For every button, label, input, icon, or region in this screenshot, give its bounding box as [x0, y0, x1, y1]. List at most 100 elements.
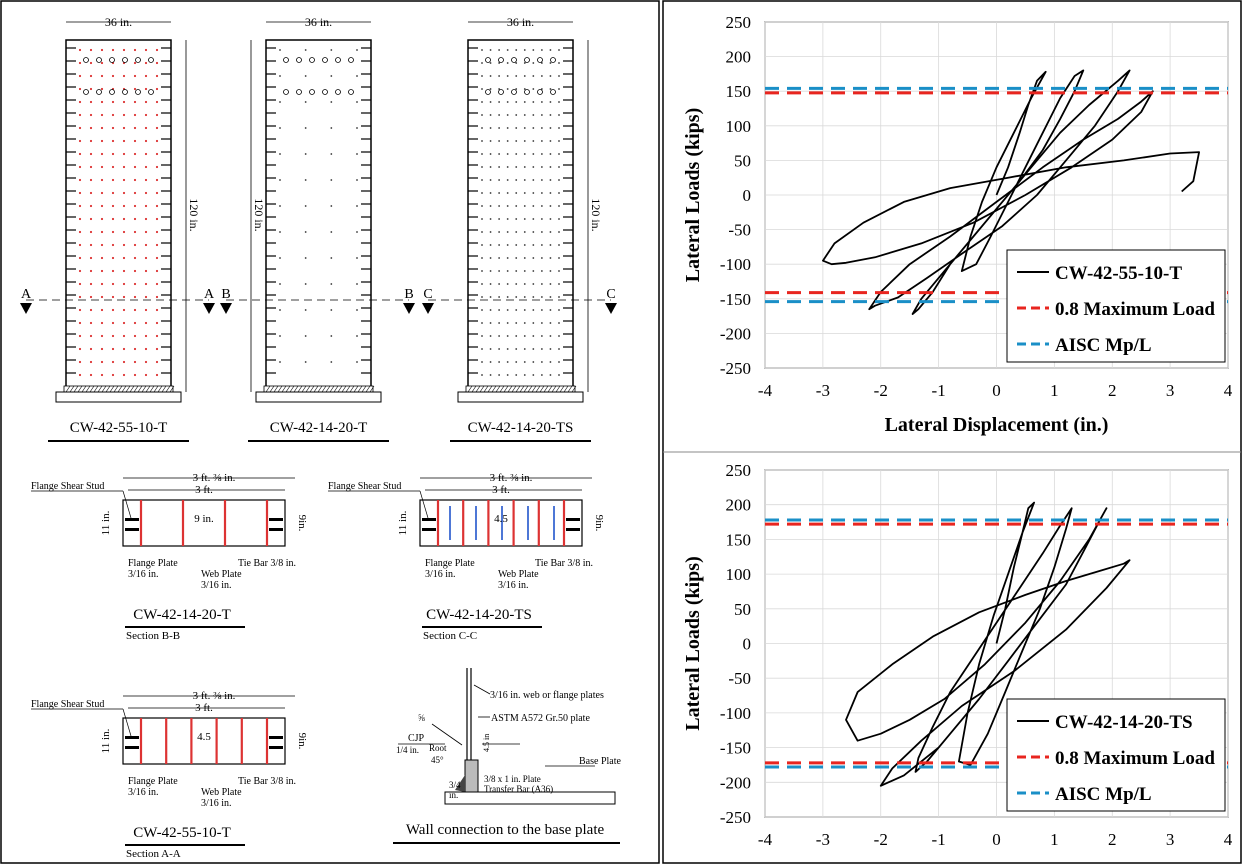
section-tie-label: Tie Bar 3/8 in. [238, 776, 296, 787]
y-tick-label: -200 [720, 773, 751, 792]
section-outer-dim: 3 ft. ⅜ in. [193, 472, 236, 484]
x-tick-label: 3 [1166, 381, 1175, 400]
elevation-height-label: 120 in. [589, 198, 603, 231]
hysteresis-series-line [845, 501, 1131, 787]
elevation-caption: CW-42-55-10-T [70, 420, 167, 436]
x-tick-label: 0 [992, 830, 1001, 849]
y-tick-label: -100 [720, 255, 751, 274]
section-spacing: 4.5 [197, 731, 211, 743]
connection-astm-label: ASTM A572 Gr.50 plate [491, 713, 590, 724]
y-tick-label: 100 [726, 565, 752, 584]
section-spacing: 9 in. [194, 513, 214, 525]
section-depth-left: 11 in. [100, 510, 112, 535]
x-tick-label: -3 [816, 830, 830, 849]
y-tick-label: 200 [726, 48, 752, 67]
section-section-a-a: 3 ft. ⅜ in.3 ft. 4.5 11 in. 9in. Flange Shea… [31, 690, 308, 860]
y-tick-label: 50 [734, 600, 751, 619]
base-plate [444, 791, 616, 805]
weld-icon [455, 775, 465, 792]
section-web-thk: 3/16 in. [201, 580, 232, 591]
x-axis-label: Lateral Displacement (in.) [885, 863, 1109, 866]
x-tick-label: -1 [932, 381, 946, 400]
y-tick-label: 0 [743, 186, 752, 205]
section-inner-dim: 3 ft. [492, 484, 510, 496]
left-panel-frame [0, 0, 660, 864]
section-spacing: 4.5 [494, 513, 508, 525]
legend-entry: CW-42-55-10-T [1055, 263, 1182, 284]
y-tick-label: -250 [720, 808, 751, 827]
section-web-label: Web Plate [201, 569, 242, 580]
section-web-label: Web Plate [498, 569, 539, 580]
wall-elevations: 36 in. 120 in. A A CW-42-55-10-T 36 in. 120 in… [20, 15, 617, 442]
section-outer-dim: 3 ft. ⅜ in. [193, 690, 236, 702]
elevation-height-label: 120 in. [252, 198, 266, 231]
section-mark-right: C [606, 287, 615, 302]
y-tick-label: 150 [726, 530, 752, 549]
connection-detail: 3/16 in. web or flange plates ASTM A572 … [393, 668, 621, 844]
y-tick-label: -50 [728, 221, 751, 240]
legend-entry: 0.8 Maximum Load [1055, 299, 1215, 320]
section-web-thk: 3/16 in. [201, 798, 232, 809]
connection-cjp-label: CJP [408, 733, 425, 744]
section-inner-dim: 3 ft. [195, 484, 213, 496]
x-tick-label: -4 [758, 381, 773, 400]
connection-root-label: Root [429, 743, 447, 753]
section-mark-right: B [404, 287, 413, 302]
section-stud-label: Flange Shear Stud [31, 481, 104, 492]
y-tick-label: 100 [726, 117, 752, 136]
x-tick-label: 1 [1050, 830, 1059, 849]
section-mark-left: C [423, 287, 432, 302]
section-web-label: Web Plate [201, 787, 242, 798]
x-tick-label: 4 [1224, 830, 1233, 849]
section-flange-label: Flange Plate [128, 558, 178, 569]
connection-base-label: Base Plate [579, 756, 621, 767]
y-tick-label: 50 [734, 151, 751, 170]
legend: CW-42-55-10-T 0.8 Maximum Load AISC Mp/L [1006, 249, 1226, 363]
y-tick-label: -250 [720, 359, 751, 378]
y-axis-label: Lateral Loads (kips) [682, 556, 704, 730]
wall-sections: 3 ft. ⅜ in.3 ft.9 in.11 in. 9in.Flange Sh… [31, 472, 605, 860]
connection-title: Wall connection to the base plate [406, 822, 605, 838]
y-tick-label: -200 [720, 324, 751, 343]
section-flange-thk: 3/16 in. [128, 569, 159, 580]
connection-cjp-size: 1/4 in. [396, 745, 419, 755]
section-depth-right: 9in. [296, 733, 308, 750]
chart-cw-42-55-10-t: -4 -3 -2 -1 0 1 2 3 4 250 200 150 100 50 0 -50 -100 -150 -… [682, 13, 1233, 436]
x-tick-label: 2 [1108, 381, 1117, 400]
section-outer-dim: 3 ft. ⅜ in. [490, 472, 533, 484]
section-mark-right: A [204, 287, 215, 302]
connection-depth-label: 4.5 in [482, 734, 491, 752]
y-tick-label: 250 [726, 13, 752, 32]
section-section-b-b: 3 ft. ⅜ in.3 ft. 9 in. 11 in. 9in. Flange Sh… [31, 472, 308, 642]
section-caption: CW-42-55-10-T [133, 825, 230, 841]
elevation-cw-42-14-20-t: 36 in. 120 in. B B CW-42-14-20-T [220, 15, 415, 442]
section-inner-dim: 3 ft. [195, 702, 213, 714]
section-tie-label: Tie Bar 3/8 in. [535, 558, 593, 569]
section-stud-label: Flange Shear Stud [328, 481, 401, 492]
section-caption: CW-42-14-20-T [133, 607, 230, 623]
elevation-width-label: 36 in. [105, 15, 132, 29]
y-tick-label: 200 [726, 496, 752, 515]
y-tick-label: 250 [726, 461, 752, 480]
legend-entry: 0.8 Maximum Load [1055, 748, 1215, 769]
y-tick-label: -150 [720, 290, 751, 309]
section-subcaption: Section C-C [423, 630, 477, 642]
section-flange-thk: 3/16 in. [128, 787, 159, 798]
elevation-height-label: 120 in. [187, 198, 201, 231]
section-depth-right: 9in. [593, 515, 605, 532]
x-tick-label: 0 [992, 381, 1001, 400]
x-tick-label: -2 [874, 381, 888, 400]
x-tick-label: -4 [758, 830, 773, 849]
x-tick-label: -1 [932, 830, 946, 849]
y-tick-label: 0 [743, 635, 752, 654]
elevation-cw-42-55-10-t: 36 in. 120 in. A A CW-42-55-10-T [20, 15, 215, 442]
transfer-bar [464, 759, 479, 793]
legend-entry: CW-42-14-20-TS [1055, 712, 1193, 733]
section-tie-label: Tie Bar 3/8 in. [238, 558, 296, 569]
section-flange-thk: 3/16 in. [425, 569, 456, 580]
x-tick-label: 3 [1166, 830, 1175, 849]
section-mark-left: B [221, 287, 230, 302]
elevation-caption: CW-42-14-20-TS [468, 420, 574, 436]
section-depth-left: 11 in. [100, 728, 112, 753]
y-tick-label: -50 [728, 669, 751, 688]
